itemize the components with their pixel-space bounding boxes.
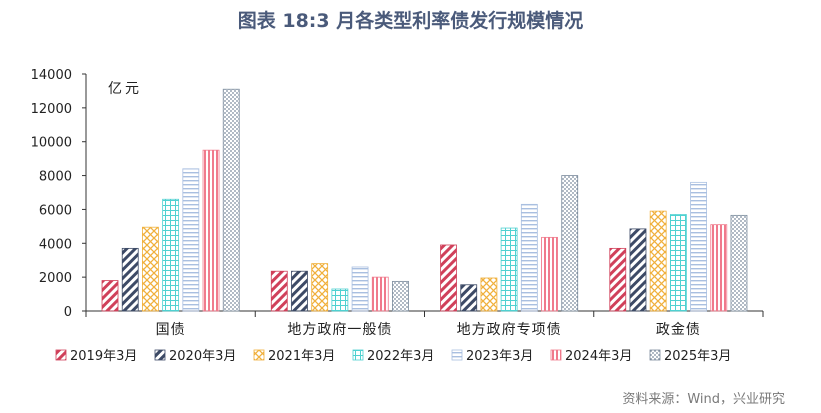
x-category-label: 地方政府一般债 [287, 322, 392, 338]
legend-swatch [253, 349, 265, 361]
unit-label: 亿元 [108, 81, 142, 97]
bar [480, 277, 498, 312]
bar [162, 198, 180, 312]
bar [101, 280, 119, 312]
legend-item: 2025年3月 [649, 349, 731, 364]
legend-label: 2023年3月 [466, 349, 533, 364]
legend-label: 2022年3月 [367, 349, 434, 364]
bar [291, 270, 308, 312]
legend-label: 2019年3月 [70, 349, 137, 364]
bar [500, 227, 518, 312]
bar [669, 214, 687, 312]
legend-swatch [649, 349, 661, 361]
y-tick-label: 10000 [31, 136, 72, 151]
legend-label: 2021年3月 [268, 349, 335, 364]
legend-swatch [55, 349, 67, 361]
y-tick-label: 12000 [31, 102, 72, 117]
legend-swatch [154, 349, 166, 361]
x-category-label: 国债 [156, 322, 186, 338]
chart-title: 图表 18:3 月各类型利率债发行规模情况 [237, 10, 584, 32]
bar [690, 181, 707, 312]
bar [371, 276, 389, 312]
bar [121, 247, 139, 312]
bar [202, 149, 220, 312]
y-tick-label: 4000 [39, 237, 72, 252]
legend-label: 2020年3月 [169, 349, 236, 364]
bar [392, 280, 409, 312]
legend-swatch [352, 349, 364, 361]
bar [520, 203, 538, 312]
y-tick-label: 0 [64, 305, 72, 320]
legend-item: 2024年3月 [550, 349, 632, 364]
source-note: 资料来源：Wind，兴业研究 [622, 392, 785, 407]
legend-item: 2022年3月 [352, 349, 434, 364]
bar [710, 224, 728, 312]
bar [331, 288, 349, 312]
bar [629, 228, 647, 312]
legend-swatch [451, 349, 463, 361]
x-category-label: 政金债 [656, 322, 701, 338]
bar [182, 168, 200, 312]
legend-swatch [550, 349, 562, 361]
legend-item: 2020年3月 [154, 349, 236, 364]
x-category-label: 地方政府专项债 [457, 322, 562, 338]
bar [561, 175, 579, 312]
legend-item: 2023年3月 [451, 349, 533, 364]
y-tick-label: 8000 [39, 170, 72, 185]
bar [311, 263, 329, 312]
bar [440, 244, 457, 312]
legend-item: 2021年3月 [253, 349, 335, 364]
bar [351, 266, 369, 312]
bar [649, 210, 667, 312]
bar [541, 236, 558, 312]
legend-label: 2024年3月 [565, 349, 632, 364]
bar [609, 247, 627, 312]
y-tick-label: 2000 [39, 271, 72, 286]
bar [730, 214, 748, 312]
legend-label: 2025年3月 [664, 349, 731, 364]
y-tick-label: 6000 [39, 203, 72, 218]
bar [270, 270, 288, 312]
bar [142, 226, 159, 312]
bar [222, 88, 240, 312]
bar [460, 284, 478, 312]
y-tick-label: 14000 [31, 68, 72, 83]
legend-item: 2019年3月 [55, 349, 137, 364]
